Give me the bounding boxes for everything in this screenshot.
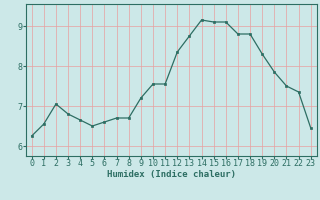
X-axis label: Humidex (Indice chaleur): Humidex (Indice chaleur)	[107, 170, 236, 179]
